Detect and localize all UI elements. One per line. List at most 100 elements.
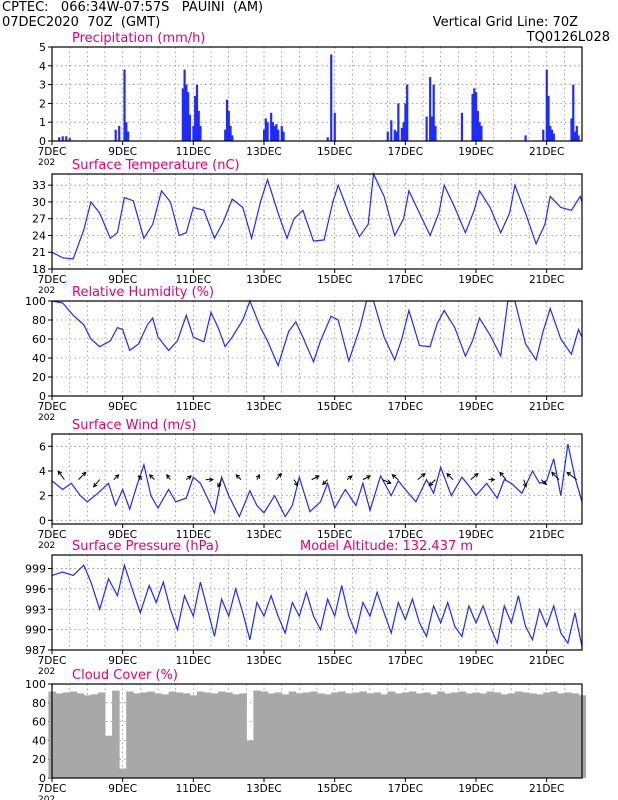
wind-arrow-head bbox=[148, 474, 154, 479]
wind-arrow-head bbox=[235, 474, 241, 479]
precip-bar bbox=[432, 84, 435, 141]
cloud-bar bbox=[331, 692, 339, 778]
panel-4 bbox=[48, 433, 583, 528]
cloud-bar bbox=[246, 740, 254, 778]
wind-arrow-head bbox=[490, 477, 496, 482]
panel-title: Precipitation (mm/h) bbox=[72, 31, 205, 46]
y-tick-label: 4 bbox=[39, 465, 46, 478]
cloud-bar bbox=[112, 690, 120, 778]
wind-arrow bbox=[113, 474, 120, 480]
y-tick-label: 2 bbox=[39, 490, 46, 503]
precip-bar bbox=[277, 129, 280, 141]
precip-bar bbox=[199, 125, 202, 141]
wind-arrow-shaft bbox=[541, 479, 547, 485]
y-tick-label: 30 bbox=[32, 196, 46, 209]
precip-bar bbox=[480, 125, 483, 141]
cloud-bar bbox=[557, 693, 565, 778]
wind-arrow-shaft bbox=[446, 473, 454, 480]
wind-arrow-head bbox=[347, 475, 353, 480]
wind-arrow-shaft bbox=[382, 479, 391, 484]
cloud-bar bbox=[514, 691, 523, 778]
wind-arrow-head bbox=[391, 474, 397, 479]
x-tick-label: 7DEC bbox=[38, 274, 67, 286]
y-tick-label: 40 bbox=[32, 352, 46, 365]
x-tick-label: 21DEC bbox=[529, 146, 564, 158]
cloud-bar bbox=[373, 692, 382, 778]
wind-arrow bbox=[78, 471, 87, 480]
y-tick-label: 993 bbox=[25, 603, 46, 616]
x-year-fragment: 202 bbox=[38, 413, 55, 423]
wind-arrow bbox=[185, 475, 192, 481]
cloud-bar bbox=[380, 694, 389, 778]
precip-bar bbox=[114, 129, 117, 141]
wind-arrow bbox=[446, 472, 454, 480]
panel-frame bbox=[51, 554, 583, 651]
cloud-bar bbox=[430, 694, 438, 778]
cloud-bar bbox=[274, 692, 283, 778]
wind-arrow-shaft bbox=[391, 474, 399, 481]
precip-bar bbox=[425, 116, 428, 141]
cloud-bar bbox=[302, 692, 311, 778]
x-tick-label: 19DEC bbox=[458, 655, 493, 667]
x-tick-label: 17DEC bbox=[388, 274, 423, 286]
cloud-bar bbox=[161, 694, 170, 778]
wind-arrow-shaft bbox=[470, 473, 479, 481]
x-year-fragment: 202 bbox=[38, 286, 55, 296]
precip-bar bbox=[123, 69, 126, 141]
wind-arrow bbox=[322, 479, 328, 486]
panel-title: Surface Wind (m/s) bbox=[72, 418, 196, 433]
cloud-bar bbox=[288, 691, 297, 778]
cloud-bar bbox=[564, 692, 572, 778]
x-tick-label: 13DEC bbox=[246, 783, 281, 795]
x-tick-label: 7DEC bbox=[38, 783, 67, 795]
x-tick-label: 21DEC bbox=[529, 529, 564, 541]
y-tick-label: 40 bbox=[32, 734, 46, 747]
wind-arrow bbox=[57, 470, 65, 480]
wind-arrow bbox=[391, 474, 399, 481]
cloud-bar bbox=[394, 693, 403, 778]
y-tick-label: 33 bbox=[32, 179, 46, 192]
precip-bar bbox=[434, 125, 437, 141]
x-tick-label: 13DEC bbox=[246, 655, 281, 667]
wind-arrow-shaft bbox=[362, 475, 371, 481]
y-tick-label: 0 bbox=[39, 135, 46, 148]
cloud-bar bbox=[352, 692, 360, 778]
cloud-bar bbox=[401, 692, 410, 778]
panel-5 bbox=[48, 554, 583, 654]
precip-bar bbox=[264, 118, 267, 141]
x-tick-label: 11DEC bbox=[176, 146, 211, 158]
cloud-bar bbox=[465, 693, 473, 778]
y-tick-label: 60 bbox=[32, 333, 46, 346]
cloud-bar bbox=[105, 735, 113, 778]
x-year-fragment: 202 bbox=[38, 795, 55, 800]
cloud-bar bbox=[260, 691, 269, 778]
precip-bar bbox=[229, 125, 232, 141]
run-code: TQ0126L028 bbox=[526, 30, 610, 45]
wind-arrow bbox=[522, 479, 528, 488]
precip-bar bbox=[476, 110, 479, 141]
wind-arrow-head bbox=[446, 472, 452, 478]
wind-arrow-head bbox=[473, 472, 479, 478]
panel-title: Relative Humidity (%) bbox=[72, 285, 214, 300]
y-tick-label: 18 bbox=[32, 263, 46, 276]
wind-arrow bbox=[551, 471, 560, 480]
precip-bar bbox=[393, 129, 396, 141]
panel-frame bbox=[51, 433, 583, 525]
panel-title: Surface Pressure (hPa) bbox=[72, 539, 219, 554]
cloud-bar bbox=[90, 694, 99, 778]
wind-arrow bbox=[293, 479, 299, 487]
cloud-bar bbox=[571, 693, 579, 778]
wind-arrow-shaft bbox=[57, 470, 65, 480]
panel-6 bbox=[48, 683, 587, 782]
x-tick-label: 9DEC bbox=[108, 146, 137, 158]
cloud-bar bbox=[366, 693, 375, 778]
precip-bar bbox=[58, 137, 61, 141]
wind-arrow-shaft bbox=[566, 472, 578, 481]
cloud-bar bbox=[458, 691, 466, 778]
x-tick-label: 11DEC bbox=[176, 529, 211, 541]
y-tick-label: 20 bbox=[32, 371, 46, 384]
wind-arrow bbox=[235, 474, 242, 480]
wind-arrow-shaft bbox=[235, 474, 242, 480]
cloud-bar bbox=[493, 692, 502, 778]
y-tick-label: 24 bbox=[32, 229, 46, 242]
